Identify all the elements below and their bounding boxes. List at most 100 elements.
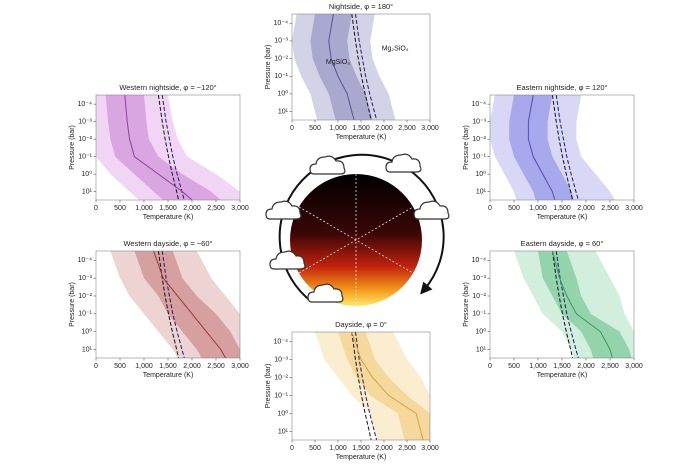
- y-tick-label: 10⁻¹: [472, 153, 486, 160]
- y-tick-label: 10⁻¹: [274, 392, 288, 399]
- x-axis-label: Temperature (K): [143, 214, 194, 221]
- panel-title: Dayside, φ = 0°: [335, 320, 387, 329]
- x-tick-label: 1,000: [135, 205, 153, 212]
- median-profile: [527, 95, 556, 200]
- x-tick-label: 1,500: [553, 205, 571, 212]
- condensation-curve: [161, 251, 185, 358]
- x-tick-label: 3,000: [421, 445, 439, 452]
- y-tick-label: 10⁻²: [274, 374, 288, 381]
- panel: 0 500 1,000 1,500 2,000 2,500 3,000 10⁻⁴ 10⁻³ 10⁻…: [463, 83, 643, 221]
- condensation-curve: [551, 95, 574, 200]
- y-tick-label: 10⁻¹: [274, 73, 288, 80]
- y-tick-label: 10⁻²: [78, 136, 92, 143]
- y-tick-label: 10⁻⁴: [472, 101, 487, 108]
- y-tick-label: 10⁻⁴: [274, 338, 289, 345]
- plot-content: [110, 251, 240, 358]
- y-axis-label: Pressure (bar): [265, 364, 272, 409]
- x-axis-label: Temperature (K): [537, 372, 588, 379]
- panel-title: Western dayside, φ = −60°: [123, 239, 212, 248]
- x-tick-label: 500: [309, 125, 321, 132]
- y-tick-label: 10⁻²: [472, 293, 486, 300]
- x-tick-label: 2,000: [375, 445, 393, 452]
- x-tick-label: 3,000: [625, 205, 643, 212]
- y-tick-label: 10⁻³: [274, 38, 288, 45]
- y-tick-label: 10⁻⁴: [274, 20, 289, 27]
- panel: 0 500 1,000 1,500 2,000 2,500 3,000 10⁻⁴ 10⁻³ 10⁻…: [463, 239, 643, 379]
- cloud: [309, 155, 346, 175]
- y-tick-label: 10¹: [278, 428, 289, 435]
- y-tick-label: 10⁻²: [78, 293, 92, 300]
- panel: 0 500 1,000 1,500 2,000 2,500 3,000 10⁻⁴ 10⁻³ 10⁻…: [69, 83, 249, 221]
- y-tick-label: 10⁰: [277, 90, 288, 98]
- median-profile: [351, 332, 424, 440]
- uncertainty-band: [105, 95, 221, 200]
- y-tick-label: 10⁰: [475, 170, 486, 178]
- y-tick-label: 10⁻³: [78, 118, 92, 125]
- sector-lines: [298, 174, 414, 306]
- condensation-curve: [354, 332, 378, 440]
- y-tick-label: 10⁻²: [472, 136, 486, 143]
- x-tick-label: 2,500: [398, 445, 416, 452]
- x-tick-label: 3,000: [421, 125, 439, 132]
- plot-content: [490, 95, 615, 200]
- y-tick-label: 10⁻³: [472, 275, 486, 282]
- median-profile: [124, 95, 193, 200]
- x-tick-label: 0: [94, 363, 98, 370]
- x-tick-label: 0: [488, 363, 492, 370]
- x-tick-label: 1,500: [553, 363, 571, 370]
- y-tick-label: 10⁰: [475, 328, 486, 336]
- x-tick-label: 2,000: [183, 363, 201, 370]
- annotation: MgSiO₃: [326, 59, 350, 66]
- y-axis-label: Pressure (bar): [463, 125, 470, 170]
- panel: 0 500 1,000 1,500 2,000 2,500 3,000 10⁻⁴ 10⁻³ 10⁻…: [69, 239, 249, 379]
- x-tick-label: 2,500: [398, 125, 416, 132]
- uncertainty-band: [538, 251, 632, 358]
- median-profile: [153, 251, 227, 358]
- x-tick-label: 1,000: [529, 363, 547, 370]
- x-tick-label: 0: [94, 205, 98, 212]
- x-axis-label: Temperature (K): [336, 454, 387, 461]
- x-tick-label: 500: [114, 363, 126, 370]
- x-tick-label: 2,500: [601, 205, 619, 212]
- plot-content: [96, 95, 240, 200]
- x-tick-label: 1,000: [329, 445, 347, 452]
- x-tick-label: 0: [488, 205, 492, 212]
- x-axis-label: Temperature (K): [143, 372, 194, 379]
- x-axis-label: Temperature (K): [336, 134, 387, 141]
- median-profile: [328, 14, 355, 120]
- x-tick-label: 2,000: [577, 205, 595, 212]
- condensation-curve: [157, 95, 180, 200]
- x-tick-label: 2,000: [183, 205, 201, 212]
- x-tick-label: 3,000: [231, 363, 249, 370]
- y-axis-label: Pressure (bar): [463, 282, 470, 327]
- x-tick-label: 1,500: [159, 205, 177, 212]
- y-axis-label: Pressure (bar): [265, 45, 272, 90]
- x-tick-label: 0: [290, 125, 294, 132]
- y-tick-label: 10⁰: [277, 409, 288, 417]
- panel-title: Western nightside, φ = −120°: [119, 83, 216, 92]
- x-tick-label: 1,500: [352, 125, 370, 132]
- y-tick-label: 10¹: [82, 188, 93, 195]
- y-axis-label: Pressure (bar): [69, 125, 76, 170]
- x-tick-label: 1,500: [159, 363, 177, 370]
- x-tick-label: 1,000: [529, 205, 547, 212]
- panel-title: Eastern dayside, φ = 60°: [521, 239, 604, 248]
- uncertainty-band: [310, 14, 373, 120]
- x-tick-label: 1,000: [135, 363, 153, 370]
- y-tick-label: 10⁻³: [78, 275, 92, 282]
- plot-content: [514, 251, 634, 358]
- y-tick-label: 10⁻³: [274, 356, 288, 363]
- x-tick-label: 3,000: [231, 205, 249, 212]
- plot-content: [315, 332, 430, 440]
- x-tick-label: 1,000: [329, 125, 347, 132]
- y-tick-label: 10⁻⁴: [472, 257, 487, 264]
- panel: 0 500 1,000 1,500 2,000 2,500 3,000 10⁻⁴ 10⁻³ 10⁻…: [265, 2, 439, 141]
- x-axis-label: Temperature (K): [537, 214, 588, 221]
- uncertainty-band: [134, 251, 240, 358]
- y-tick-label: 10⁻²: [274, 55, 288, 62]
- y-tick-label: 10⁻⁴: [78, 101, 93, 108]
- y-tick-label: 10⁰: [81, 328, 92, 336]
- cloud: [385, 153, 422, 173]
- condensation-curve: [351, 14, 372, 120]
